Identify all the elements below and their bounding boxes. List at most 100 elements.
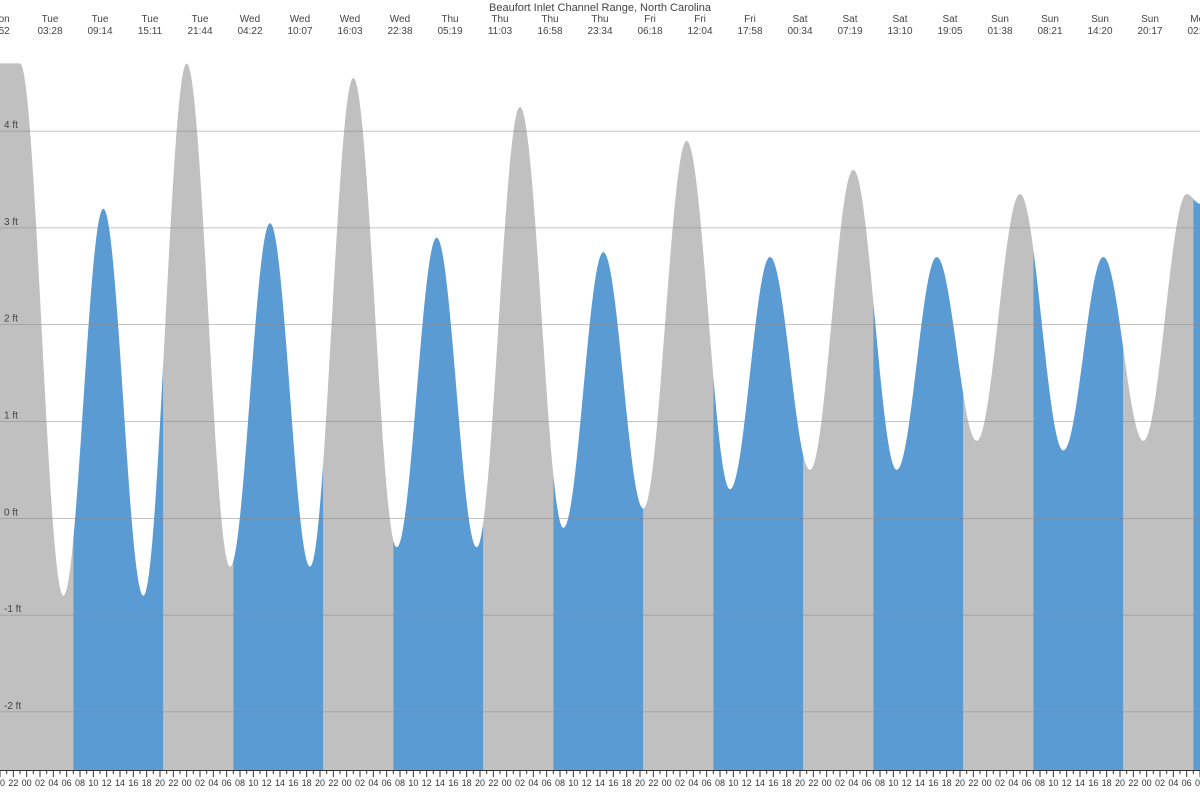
hour-label: 20 [315, 778, 325, 788]
tide-area-night [323, 78, 393, 770]
tide-area-day [233, 223, 323, 770]
hour-label: 18 [1102, 778, 1112, 788]
tick-day: Fri [644, 14, 656, 25]
header-tick: Wed10:07 [287, 14, 312, 38]
hour-label: 12 [102, 778, 112, 788]
hour-label: 06 [1182, 778, 1192, 788]
hour-label: 18 [622, 778, 632, 788]
hour-label: 06 [62, 778, 72, 788]
hour-label: 12 [742, 778, 752, 788]
tick-day: Mon [1190, 14, 1200, 25]
tick-time: 03:28 [37, 26, 62, 37]
hour-label: 14 [915, 778, 925, 788]
header-tick: Sun14:20 [1087, 14, 1112, 38]
tick-time: 12:04 [687, 26, 712, 37]
tick-time: 13:10 [887, 26, 912, 37]
hour-label: 12 [902, 778, 912, 788]
hour-label: 00 [662, 778, 672, 788]
tick-time: 09:14 [87, 26, 112, 37]
tick-day: Tue [142, 14, 159, 25]
header-tick: Sat19:05 [937, 14, 962, 38]
tick-day: Sat [892, 14, 907, 25]
tick-time: 21:44 [187, 26, 212, 37]
hour-label: 20 [955, 778, 965, 788]
hour-label: 06 [382, 778, 392, 788]
tick-day: Wed [240, 14, 260, 25]
hour-label: 04 [848, 778, 858, 788]
y-grid-label: 2 ft [4, 314, 18, 325]
y-grid-label: -2 ft [4, 701, 21, 712]
header-tick: Sun20:17 [1137, 14, 1162, 38]
hour-label: 18 [302, 778, 312, 788]
tide-area-night [963, 194, 1033, 770]
hour-label: 06 [542, 778, 552, 788]
tick-day: Thu [491, 14, 508, 25]
tick-day: Tue [192, 14, 209, 25]
hour-label: 04 [48, 778, 58, 788]
tick-day: Fri [694, 14, 706, 25]
hour-label: 14 [755, 778, 765, 788]
tide-area-night [1123, 194, 1193, 770]
header-tick: Wed04:22 [237, 14, 262, 38]
tick-day: Wed [340, 14, 360, 25]
hour-label: 10 [728, 778, 738, 788]
header-tick: Tue09:14 [87, 14, 112, 38]
tick-time: 01:38 [987, 26, 1012, 37]
tick-day: Tue [92, 14, 109, 25]
hour-label: 14 [115, 778, 125, 788]
hour-label: 04 [528, 778, 538, 788]
hour-label: 16 [1088, 778, 1098, 788]
tide-area-night [643, 141, 713, 770]
hour-label: 18 [142, 778, 152, 788]
header-tick: Fri17:58 [737, 14, 762, 38]
hour-label: 06 [222, 778, 232, 788]
header-tick: Wed16:03 [337, 14, 362, 38]
header-tick: Wed22:38 [387, 14, 412, 38]
tick-day: Sat [792, 14, 807, 25]
tick-day: Thu [541, 14, 558, 25]
header-tick: Fri06:18 [637, 14, 662, 38]
hour-label: 08 [1195, 778, 1200, 788]
hour-label: 04 [688, 778, 698, 788]
hour-label: 02 [1155, 778, 1165, 788]
plot-area: -2 ft-1 ft0 ft1 ft2 ft3 ft4 ft [0, 44, 1200, 770]
header-tick: Thu05:19 [437, 14, 462, 38]
hour-label: 04 [368, 778, 378, 788]
hour-label: 22 [648, 778, 658, 788]
tide-area-day [873, 257, 963, 770]
hour-label: 00 [502, 778, 512, 788]
hour-label: 16 [768, 778, 778, 788]
hour-label: 02 [995, 778, 1005, 788]
hour-label: 22 [1128, 778, 1138, 788]
hour-label: 14 [595, 778, 605, 788]
y-grid-label: 1 ft [4, 411, 18, 422]
tick-time: 11:03 [488, 26, 512, 37]
tick-day: Fri [744, 14, 756, 25]
tick-time: 14:20 [1087, 26, 1112, 37]
tick-day: Sat [842, 14, 857, 25]
tick-day: Mon [0, 14, 10, 25]
tick-time: 0:52 [0, 26, 10, 37]
hour-label: 04 [1168, 778, 1178, 788]
hour-label: 10 [888, 778, 898, 788]
tick-time: 19:05 [937, 26, 962, 37]
hour-label: 08 [235, 778, 245, 788]
hour-label: 22 [808, 778, 818, 788]
hour-label: 16 [288, 778, 298, 788]
tick-time: 22:38 [387, 26, 412, 37]
tick-day: Sun [1091, 14, 1109, 25]
hour-label: 18 [782, 778, 792, 788]
hour-label: 20 [1115, 778, 1125, 788]
header-tick: Thu16:58 [537, 14, 562, 38]
hour-label: 06 [1022, 778, 1032, 788]
hour-label: 02 [355, 778, 365, 788]
hour-label: 04 [208, 778, 218, 788]
hour-label: 02 [35, 778, 45, 788]
header-tick: Sun08:21 [1037, 14, 1062, 38]
hour-label: 06 [702, 778, 712, 788]
tick-day: Sun [991, 14, 1009, 25]
tick-day: Thu [441, 14, 458, 25]
tick-day: Sun [1041, 14, 1059, 25]
header-tick: Sat13:10 [887, 14, 912, 38]
hour-label: 14 [1075, 778, 1085, 788]
